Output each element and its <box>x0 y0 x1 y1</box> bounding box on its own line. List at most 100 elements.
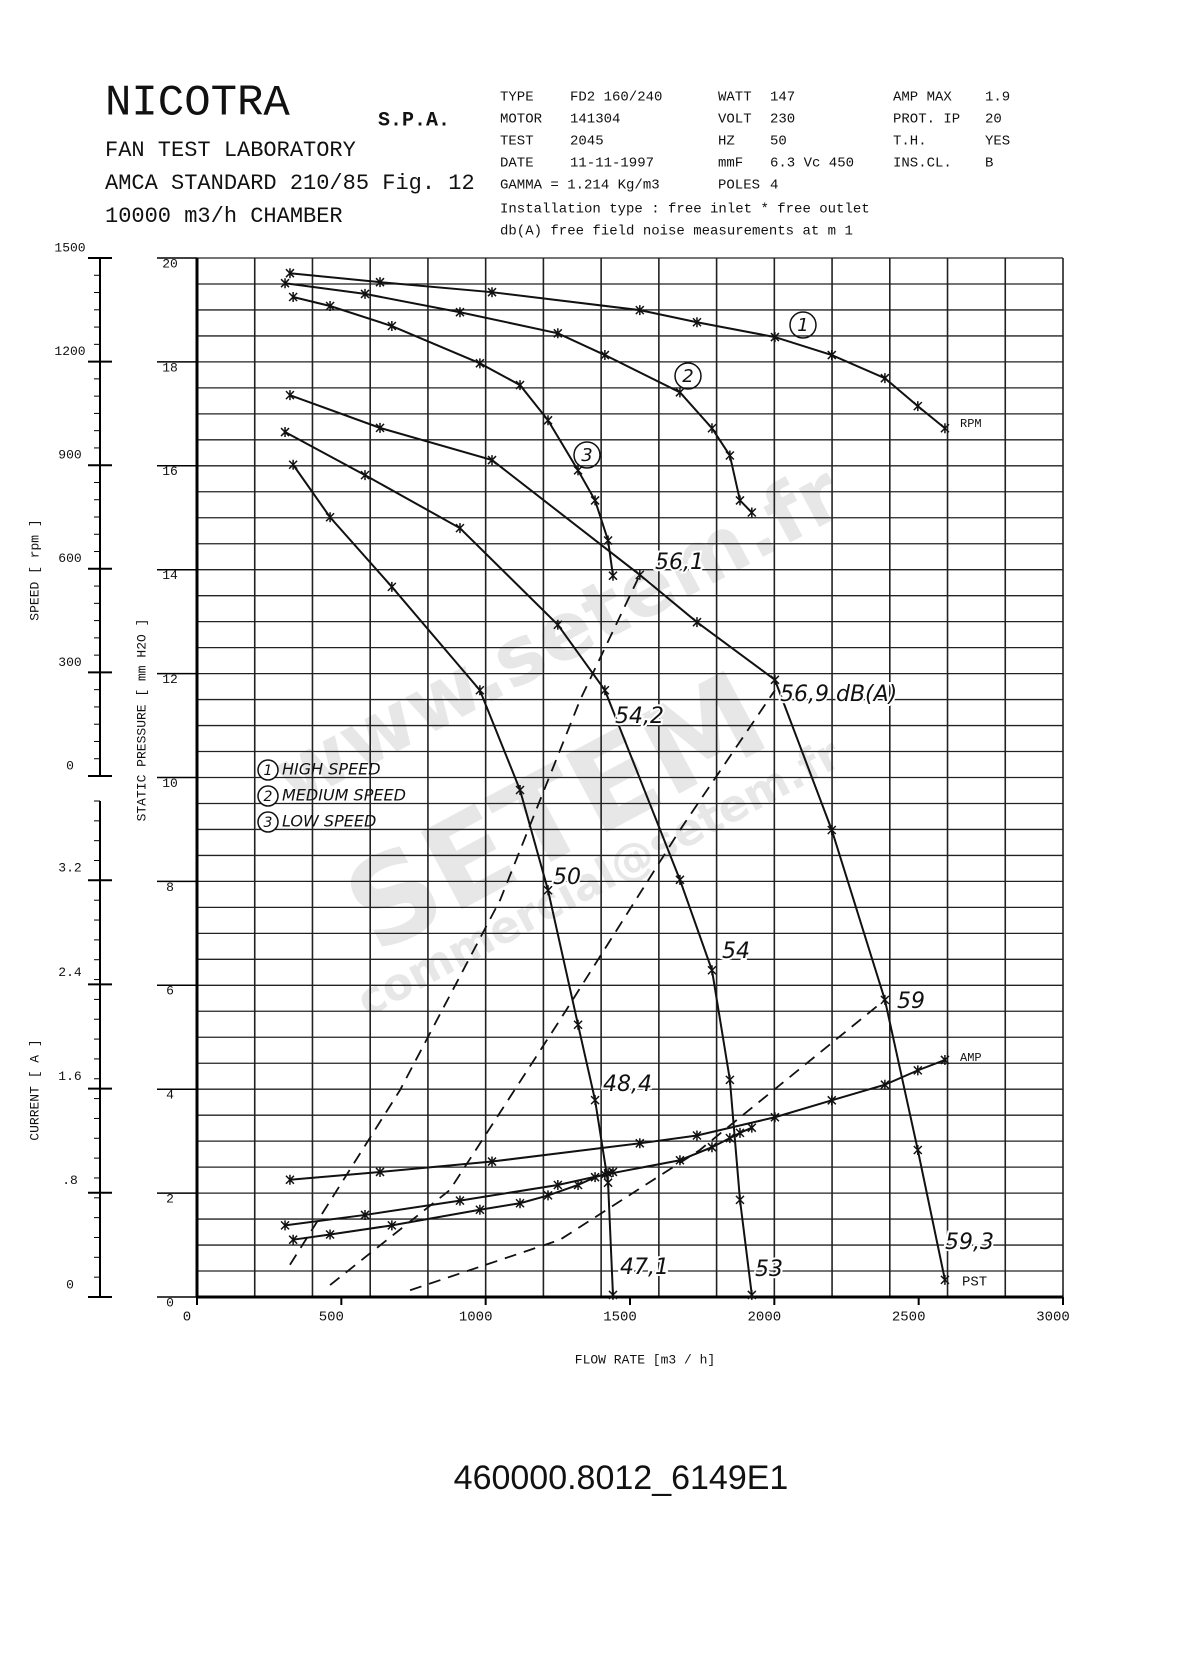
point-marker <box>375 1166 385 1177</box>
legend-number: 3 <box>264 815 273 831</box>
point-marker <box>285 268 295 279</box>
point-marker <box>725 1133 735 1144</box>
noise-label: 54 <box>722 939 750 964</box>
current-tick-label: 1.6 <box>58 1069 81 1084</box>
speed-tick-label: 600 <box>58 551 81 566</box>
speed-tick-label: 1500 <box>54 240 85 255</box>
x-tick-label: 3000 <box>1036 1310 1070 1326</box>
note: db(A) free field noise measurements at m… <box>500 224 853 240</box>
point-marker <box>360 1209 370 1220</box>
spec-value: B <box>985 156 993 172</box>
spec-value: 2045 <box>570 134 604 150</box>
point-marker <box>735 495 745 506</box>
point-marker <box>553 328 563 339</box>
noise-label: 48,4 <box>603 1072 652 1097</box>
spec-label: HZ <box>718 134 735 150</box>
point-marker <box>515 784 525 795</box>
point-marker <box>707 965 717 976</box>
y-tick-label: 8 <box>166 880 174 895</box>
point-marker <box>280 1220 290 1231</box>
point-marker <box>827 1095 837 1106</box>
noise-label: 59 <box>897 989 925 1014</box>
point-marker <box>487 287 497 298</box>
point-marker <box>325 512 335 523</box>
y-tick-label: 14 <box>162 568 178 583</box>
spec-label: POLES <box>718 178 760 194</box>
point-marker <box>360 288 370 299</box>
speed-tick-label: 300 <box>58 655 81 670</box>
y-tick-label: 18 <box>162 360 178 375</box>
point-marker <box>635 569 645 580</box>
speed-tick-label: 900 <box>58 448 81 463</box>
y-tick-label: 12 <box>162 672 178 687</box>
point-marker <box>573 1179 583 1190</box>
x-tick-label: 1500 <box>603 1310 637 1326</box>
point-marker <box>515 1198 525 1209</box>
point-marker <box>387 581 397 592</box>
point-marker <box>675 387 685 398</box>
company: NICOTRA <box>105 79 290 129</box>
note: Installation type : free inlet * free ou… <box>500 202 870 218</box>
point-marker <box>608 570 618 581</box>
point-marker <box>285 390 295 401</box>
spec-label: TEST <box>500 134 534 150</box>
point-marker <box>455 1195 465 1206</box>
point-marker <box>940 423 950 434</box>
noise-label: 56,1 <box>655 550 704 575</box>
curve-number: 3 <box>581 445 592 466</box>
legend-label: HIGH SPEED <box>282 760 381 779</box>
rpm-curve <box>292 296 614 576</box>
legend-circle <box>257 785 279 807</box>
y-tick-label: 6 <box>166 984 174 999</box>
point-marker <box>880 373 890 384</box>
point-marker <box>553 1179 563 1190</box>
point-marker <box>590 495 600 506</box>
spec-value: 20 <box>985 112 1002 128</box>
spec-label: DATE <box>500 156 534 172</box>
current-tick-label: .8 <box>62 1173 78 1188</box>
header-line: 10000 m3/h CHAMBER <box>105 204 343 229</box>
y-tick-label: 0 <box>166 1295 174 1310</box>
point-marker <box>475 1204 485 1215</box>
amp-label: AMP <box>960 1051 982 1065</box>
system-curve <box>289 574 641 1266</box>
point-marker <box>827 350 837 361</box>
header-line: AMCA STANDARD 210/85 Fig. 12 <box>105 171 475 196</box>
point-marker <box>288 292 298 303</box>
point-marker <box>747 507 757 518</box>
rpm-curve <box>284 282 753 514</box>
point-marker <box>360 470 370 481</box>
y-tick-label: 4 <box>166 1088 174 1103</box>
spec-label: mmF <box>718 156 743 172</box>
system-curve <box>409 999 886 1292</box>
spec-label: WATT <box>718 90 752 106</box>
legend-number: 1 <box>264 763 273 779</box>
point-marker <box>475 358 485 369</box>
point-marker <box>913 1144 923 1155</box>
noise-label: 56,9 dB(A) <box>780 682 897 707</box>
point-marker <box>288 1234 298 1245</box>
point-marker <box>543 415 553 426</box>
point-marker <box>635 1138 645 1149</box>
noise-label: 47,1 <box>620 1255 669 1280</box>
point-marker <box>325 1229 335 1240</box>
spec-value: YES <box>985 134 1010 150</box>
legend-label: MEDIUM SPEED <box>282 786 406 805</box>
spec-label: MOTOR <box>500 112 543 128</box>
y-tick-label: 2 <box>166 1192 174 1207</box>
point-marker <box>603 1177 613 1188</box>
speed-tick-label: 1200 <box>54 344 85 359</box>
noise-label: 50 <box>553 865 581 890</box>
spec-value: 4 <box>770 178 778 194</box>
point-marker <box>487 455 497 466</box>
speed-tick-label: 0 <box>66 758 74 773</box>
spec-value: 141304 <box>570 112 620 128</box>
point-marker <box>735 1194 745 1205</box>
y-tick-label: 20 <box>162 256 178 271</box>
spec-label: AMP MAX <box>893 90 952 106</box>
spec-value: 11-11-1997 <box>570 156 654 172</box>
legend-circle <box>257 811 279 833</box>
point-marker <box>735 1127 745 1138</box>
document-id: 460000.8012_6149E1 <box>454 1459 789 1497</box>
current-tick-label: 3.2 <box>58 861 81 876</box>
